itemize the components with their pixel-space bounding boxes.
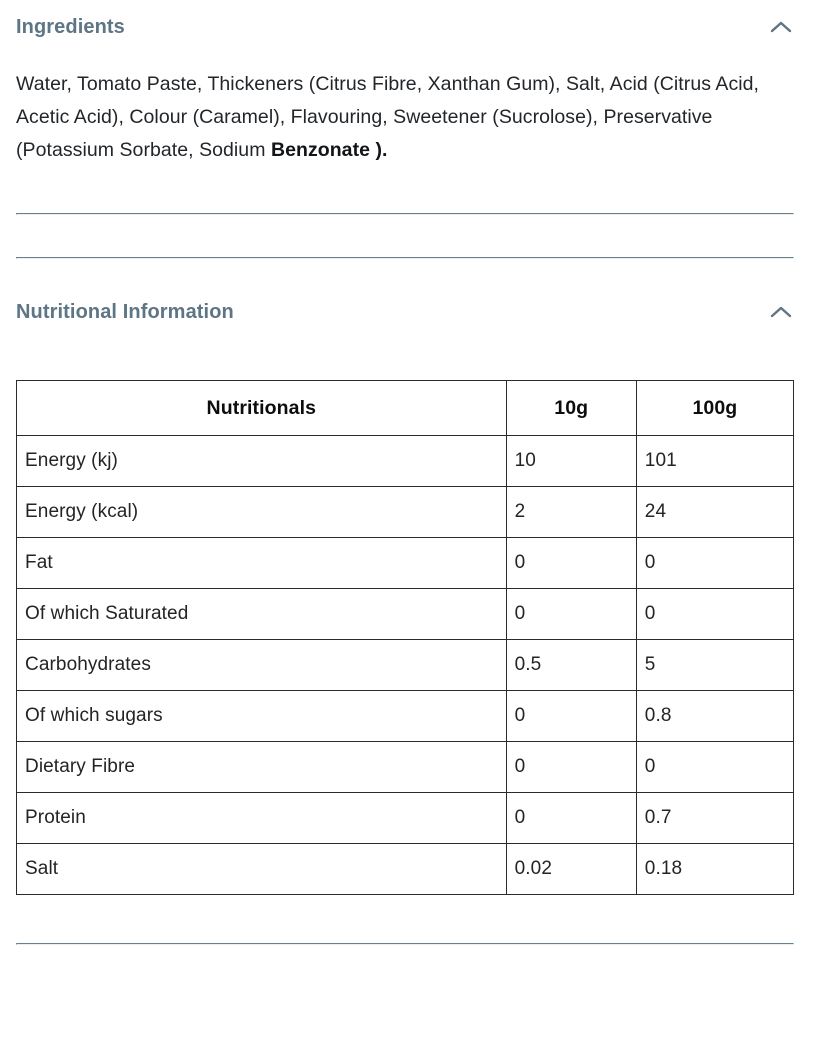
ingredients-title: Ingredients (16, 16, 125, 38)
table-row: Energy (kj) 10 101 (16, 435, 795, 487)
nutrient-value-10g: 0.02 (505, 843, 637, 895)
column-header-100g: 100g (635, 380, 795, 436)
nutrient-label: Of which Saturated (16, 588, 507, 640)
product-info-page: Ingredients Water, Tomato Paste, Thicken… (0, 14, 830, 945)
column-header-nutritionals: Nutritionals (16, 380, 507, 436)
nutrient-value-10g: 0.5 (505, 639, 637, 691)
chevron-up-icon[interactable] (768, 14, 794, 40)
table-row: Fat 0 0 (16, 537, 795, 589)
nutrient-value-100g: 0.8 (635, 690, 795, 742)
table-header-row: Nutritionals 10g 100g (16, 380, 795, 436)
table-row: Protein 0 0.7 (16, 792, 795, 844)
nutrient-value-10g: 10 (505, 435, 637, 487)
nutrient-label: Energy (kcal) (16, 486, 507, 538)
nutrient-value-10g: 0 (505, 588, 637, 640)
table-row: Carbohydrates 0.5 5 (16, 639, 795, 691)
nutrient-label: Fat (16, 537, 507, 589)
table-row: Salt 0.02 0.18 (16, 843, 795, 895)
nutrition-section-header[interactable]: Nutritional Information (16, 299, 794, 325)
nutrient-value-10g: 0 (505, 690, 637, 742)
nutrient-value-100g: 0.18 (635, 843, 795, 895)
nutrient-value-100g: 24 (635, 486, 795, 538)
table-row: Dietary Fibre 0 0 (16, 741, 795, 793)
nutrient-label: Dietary Fibre (16, 741, 507, 793)
nutrient-value-10g: 0 (505, 741, 637, 793)
nutrient-value-100g: 0 (635, 588, 795, 640)
nutrient-value-100g: 5 (635, 639, 795, 691)
nutrition-table: Nutritionals 10g 100g Energy (kj) 10 101 En… (16, 380, 795, 895)
nutrient-label: Protein (16, 792, 507, 844)
nutrient-value-100g: 0.7 (635, 792, 795, 844)
ingredients-text-main: Water, Tomato Paste, Thickeners (Citrus … (16, 73, 760, 161)
section-divider-bottom (16, 943, 794, 945)
column-header-10g: 10g (505, 380, 637, 436)
nutrient-label: Energy (kj) (16, 435, 507, 487)
nutrition-table-body: Energy (kj) 10 101 Energy (kcal) 2 24 Fat 0 0 Of … (16, 435, 795, 895)
nutrition-table-head: Nutritionals 10g 100g (16, 380, 795, 436)
nutrient-value-100g: 0 (635, 741, 795, 793)
section-divider-top (16, 213, 794, 215)
table-row: Energy (kcal) 2 24 (16, 486, 795, 538)
chevron-up-icon[interactable] (768, 299, 794, 325)
nutrient-label: Salt (16, 843, 507, 895)
ingredients-text-bold: Benzonate ). (270, 139, 388, 161)
ingredients-section-header[interactable]: Ingredients (16, 14, 794, 40)
nutrient-value-10g: 0 (505, 537, 637, 589)
nutrient-value-10g: 2 (505, 486, 637, 538)
section-divider-middle (16, 257, 794, 259)
ingredients-text: Water, Tomato Paste, Thickeners (Citrus … (16, 68, 794, 167)
nutrient-value-10g: 0 (505, 792, 637, 844)
nutrition-table-wrapper: Nutritionals 10g 100g Energy (kj) 10 101 En… (16, 380, 795, 895)
nutrient-label: Of which sugars (16, 690, 507, 742)
nutrient-value-100g: 101 (635, 435, 795, 487)
nutrient-label: Carbohydrates (16, 639, 507, 691)
nutrient-value-100g: 0 (635, 537, 795, 589)
nutrition-title: Nutritional Information (16, 301, 234, 323)
table-row: Of which sugars 0 0.8 (16, 690, 795, 742)
table-row: Of which Saturated 0 0 (16, 588, 795, 640)
